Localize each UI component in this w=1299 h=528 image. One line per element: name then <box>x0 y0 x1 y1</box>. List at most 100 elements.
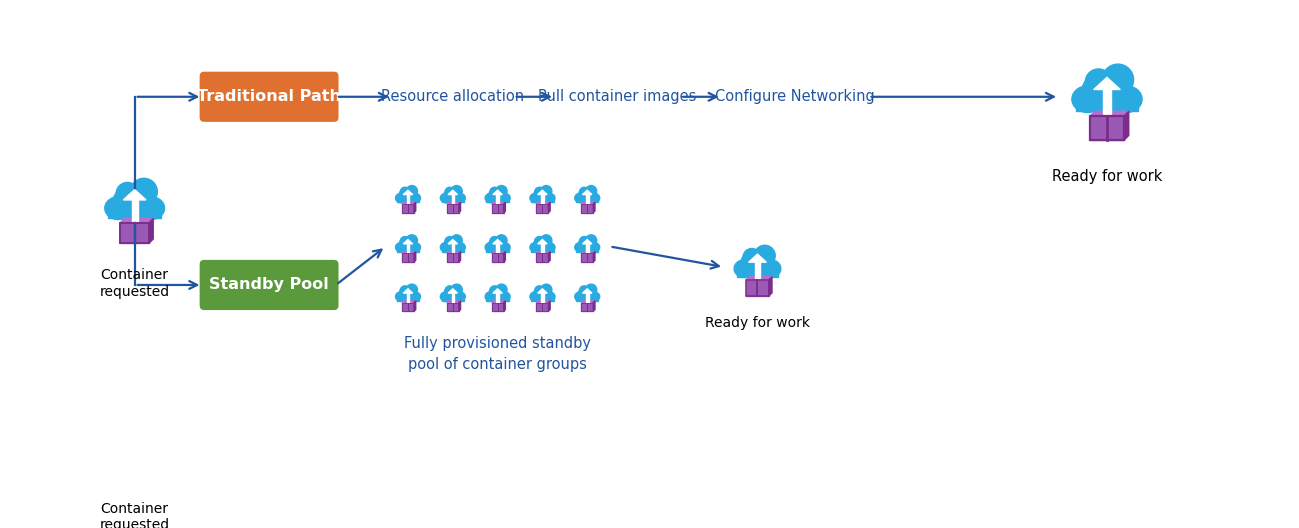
Ellipse shape <box>113 184 156 220</box>
Ellipse shape <box>740 250 774 278</box>
Ellipse shape <box>130 178 157 205</box>
Bar <box>586 193 588 203</box>
Ellipse shape <box>446 237 455 246</box>
Polygon shape <box>448 289 457 293</box>
Ellipse shape <box>399 238 417 252</box>
Ellipse shape <box>1082 71 1133 112</box>
Polygon shape <box>149 219 153 243</box>
Polygon shape <box>504 252 505 262</box>
Polygon shape <box>403 240 413 244</box>
Bar <box>536 204 548 213</box>
Ellipse shape <box>734 260 755 278</box>
Ellipse shape <box>743 249 761 266</box>
Ellipse shape <box>399 188 417 203</box>
Polygon shape <box>491 252 505 253</box>
Ellipse shape <box>540 185 552 197</box>
Bar <box>746 280 769 296</box>
Bar <box>401 253 414 262</box>
Ellipse shape <box>485 292 496 301</box>
Polygon shape <box>123 190 145 200</box>
Text: Container
requested: Container requested <box>100 268 170 298</box>
FancyBboxPatch shape <box>200 72 339 122</box>
Ellipse shape <box>760 260 781 278</box>
Polygon shape <box>581 301 595 303</box>
Text: Ready for work: Ready for work <box>705 316 811 330</box>
Ellipse shape <box>444 238 462 252</box>
Polygon shape <box>581 252 595 253</box>
Polygon shape <box>748 254 766 262</box>
Polygon shape <box>582 289 592 293</box>
Ellipse shape <box>574 242 586 252</box>
Ellipse shape <box>578 188 596 203</box>
Bar <box>491 303 504 311</box>
Ellipse shape <box>400 187 409 197</box>
Polygon shape <box>504 202 505 213</box>
Ellipse shape <box>540 284 552 295</box>
Bar <box>401 303 414 311</box>
Text: Standby Pool: Standby Pool <box>209 278 329 293</box>
Ellipse shape <box>490 187 499 197</box>
Ellipse shape <box>540 235 552 246</box>
Ellipse shape <box>499 193 511 203</box>
Polygon shape <box>414 202 416 213</box>
Bar <box>108 202 161 219</box>
Text: Container
requested: Container requested <box>100 502 170 528</box>
Ellipse shape <box>535 187 544 197</box>
Polygon shape <box>746 277 772 280</box>
Bar <box>442 195 464 202</box>
Ellipse shape <box>407 185 417 197</box>
Polygon shape <box>491 301 505 303</box>
Ellipse shape <box>578 238 596 252</box>
Bar <box>542 242 544 252</box>
Polygon shape <box>582 240 592 244</box>
Ellipse shape <box>586 185 596 197</box>
Polygon shape <box>414 252 416 262</box>
Bar <box>452 291 455 301</box>
Bar <box>581 303 594 311</box>
Bar <box>581 204 594 213</box>
FancyBboxPatch shape <box>200 260 339 310</box>
Ellipse shape <box>488 238 507 252</box>
Text: Fully provisioned standby
pool of container groups: Fully provisioned standby pool of contai… <box>404 336 591 372</box>
Bar <box>536 303 548 311</box>
Ellipse shape <box>496 235 507 246</box>
Ellipse shape <box>1102 64 1134 96</box>
Ellipse shape <box>446 286 455 295</box>
Ellipse shape <box>407 284 417 295</box>
Bar <box>536 303 548 311</box>
Polygon shape <box>459 252 461 262</box>
Ellipse shape <box>400 237 409 246</box>
Ellipse shape <box>440 292 452 301</box>
Bar <box>396 244 420 252</box>
Ellipse shape <box>138 197 165 220</box>
Bar <box>452 193 455 203</box>
Bar <box>486 244 509 252</box>
Ellipse shape <box>579 187 588 197</box>
Bar <box>581 303 594 311</box>
Ellipse shape <box>440 242 452 252</box>
Polygon shape <box>414 301 416 311</box>
Polygon shape <box>492 240 503 244</box>
Ellipse shape <box>534 287 552 301</box>
Bar <box>586 242 588 252</box>
Bar <box>396 195 420 202</box>
Bar <box>575 244 599 252</box>
Ellipse shape <box>1111 86 1142 112</box>
Ellipse shape <box>395 193 407 203</box>
Bar <box>396 294 420 301</box>
Bar <box>447 303 459 311</box>
Ellipse shape <box>440 193 452 203</box>
Ellipse shape <box>105 197 131 220</box>
Bar <box>491 204 504 213</box>
Polygon shape <box>1124 111 1129 140</box>
Ellipse shape <box>530 193 542 203</box>
Ellipse shape <box>455 242 465 252</box>
Polygon shape <box>447 202 461 204</box>
Polygon shape <box>491 202 505 204</box>
Ellipse shape <box>574 193 586 203</box>
Bar <box>491 204 504 213</box>
Ellipse shape <box>409 292 421 301</box>
Bar <box>1090 116 1124 140</box>
Ellipse shape <box>455 193 465 203</box>
Ellipse shape <box>499 242 511 252</box>
